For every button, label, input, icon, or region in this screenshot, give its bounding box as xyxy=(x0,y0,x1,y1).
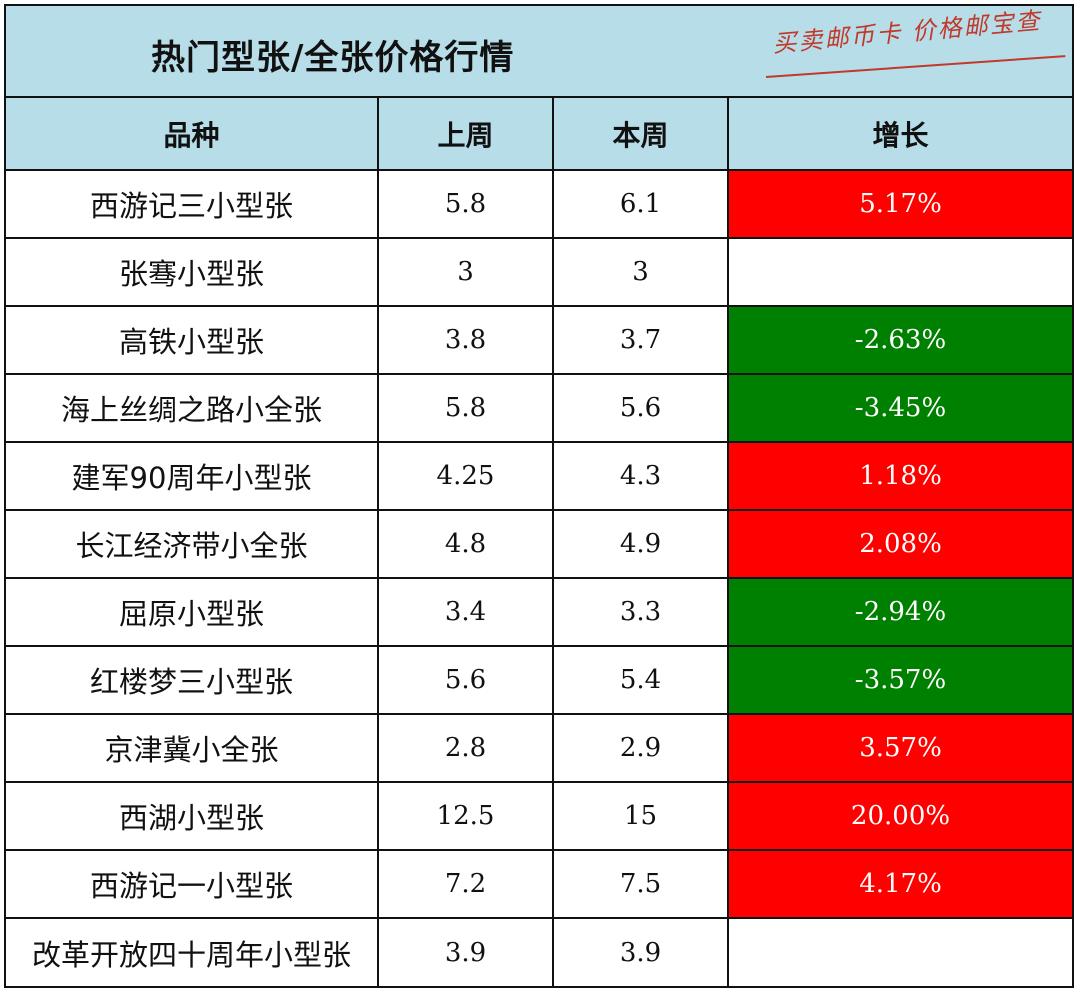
variety-cell: 西游记三小型张 xyxy=(6,169,379,239)
table-row: 海上丝绸之路小全张 5.8 5.6 -3.45% xyxy=(6,373,1072,443)
growth-cell: 5.17% xyxy=(727,169,1072,239)
last-week-cell: 3.9 xyxy=(377,917,554,986)
variety-cell: 红楼梦三小型张 xyxy=(6,645,379,715)
this-week-cell: 4.9 xyxy=(552,509,729,579)
this-week-cell: 15 xyxy=(552,781,729,851)
this-week-cell: 3 xyxy=(552,237,729,307)
table-row: 红楼梦三小型张 5.6 5.4 -3.57% xyxy=(6,645,1072,715)
this-week-cell: 6.1 xyxy=(552,169,729,239)
table-row: 京津冀小全张 2.8 2.9 3.57% xyxy=(6,713,1072,783)
watermark-underline xyxy=(765,55,1066,78)
variety-cell: 西游记一小型张 xyxy=(6,849,379,919)
table-row: 西湖小型张 12.5 15 20.00% xyxy=(6,781,1072,851)
watermark: 买卖邮币卡 价格邮宝查 xyxy=(771,6,1043,59)
column-header-growth: 增长 xyxy=(727,98,1072,171)
variety-cell: 京津冀小全张 xyxy=(6,713,379,783)
last-week-cell: 2.8 xyxy=(377,713,554,783)
last-week-cell: 4.8 xyxy=(377,509,554,579)
variety-cell: 西湖小型张 xyxy=(6,781,379,851)
table-row: 改革开放四十周年小型张 3.9 3.9 xyxy=(6,917,1072,986)
growth-cell: 2.08% xyxy=(727,509,1072,579)
growth-cell: 4.17% xyxy=(727,849,1072,919)
this-week-cell: 3.3 xyxy=(552,577,729,647)
variety-cell: 海上丝绸之路小全张 xyxy=(6,373,379,443)
last-week-cell: 4.25 xyxy=(377,441,554,511)
last-week-cell: 5.8 xyxy=(377,373,554,443)
price-table-sheet: 热门型张/全张价格行情 买卖邮币卡 价格邮宝查 品种 上周 本周 增长 西游记三… xyxy=(4,4,1074,988)
growth-cell: -2.94% xyxy=(727,577,1072,647)
table-row: 长江经济带小全张 4.8 4.9 2.08% xyxy=(6,509,1072,579)
growth-cell: -3.45% xyxy=(727,373,1072,443)
variety-cell: 屈原小型张 xyxy=(6,577,379,647)
table-row: 西游记一小型张 7.2 7.5 4.17% xyxy=(6,849,1072,919)
last-week-cell: 5.6 xyxy=(377,645,554,715)
table-row: 建军90周年小型张 4.25 4.3 1.18% xyxy=(6,441,1072,511)
table-row: 张骞小型张 3 3 xyxy=(6,237,1072,307)
variety-cell: 改革开放四十周年小型张 xyxy=(6,917,379,986)
last-week-cell: 5.8 xyxy=(377,169,554,239)
variety-cell: 张骞小型张 xyxy=(6,237,379,307)
last-week-cell: 7.2 xyxy=(377,849,554,919)
column-header-this-week: 本周 xyxy=(552,98,729,171)
this-week-cell: 3.7 xyxy=(552,305,729,375)
table-row: 西游记三小型张 5.8 6.1 5.17% xyxy=(6,169,1072,239)
price-table: 品种 上周 本周 增长 西游记三小型张 5.8 6.1 5.17% 张骞小型张 3 3 高铁小… xyxy=(6,98,1072,986)
growth-cell: 3.57% xyxy=(727,713,1072,783)
this-week-cell: 7.5 xyxy=(552,849,729,919)
growth-cell xyxy=(727,237,1072,307)
last-week-cell: 3 xyxy=(377,237,554,307)
variety-cell: 高铁小型张 xyxy=(6,305,379,375)
this-week-cell: 2.9 xyxy=(552,713,729,783)
variety-cell: 建军90周年小型张 xyxy=(6,441,379,511)
header-row: 品种 上周 本周 增长 xyxy=(6,98,1072,171)
column-header-variety: 品种 xyxy=(6,98,379,171)
growth-cell: -3.57% xyxy=(727,645,1072,715)
variety-cell: 长江经济带小全张 xyxy=(6,509,379,579)
title-bar: 热门型张/全张价格行情 买卖邮币卡 价格邮宝查 xyxy=(6,6,1072,98)
growth-cell: 1.18% xyxy=(727,441,1072,511)
column-header-last-week: 上周 xyxy=(377,98,554,171)
table-row: 屈原小型张 3.4 3.3 -2.94% xyxy=(6,577,1072,647)
last-week-cell: 3.4 xyxy=(377,577,554,647)
last-week-cell: 3.8 xyxy=(377,305,554,375)
growth-cell: 20.00% xyxy=(727,781,1072,851)
this-week-cell: 3.9 xyxy=(552,917,729,986)
growth-cell xyxy=(727,917,1072,986)
growth-cell: -2.63% xyxy=(727,305,1072,375)
this-week-cell: 4.3 xyxy=(552,441,729,511)
this-week-cell: 5.6 xyxy=(552,373,729,443)
table-title: 热门型张/全张价格行情 xyxy=(151,38,515,78)
table-row: 高铁小型张 3.8 3.7 -2.63% xyxy=(6,305,1072,375)
this-week-cell: 5.4 xyxy=(552,645,729,715)
last-week-cell: 12.5 xyxy=(377,781,554,851)
